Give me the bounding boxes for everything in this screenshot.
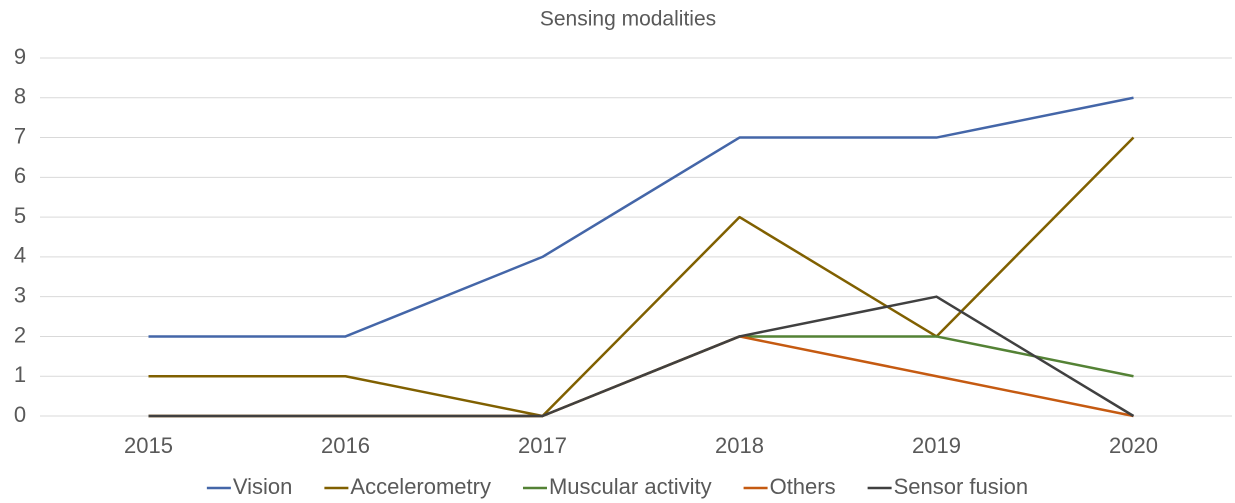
y-tick-label: 9	[14, 44, 26, 69]
y-tick-label: 0	[14, 402, 26, 427]
x-tick-label: 2015	[124, 433, 173, 458]
x-tick-label: 2018	[715, 433, 764, 458]
y-tick-label: 4	[14, 243, 26, 268]
chart-title: Sensing modalities	[540, 8, 716, 31]
series-line	[148, 96, 1134, 338]
y-tick-label: 5	[14, 203, 26, 228]
x-tick-label: 2016	[321, 433, 370, 458]
legend-label: Muscular activity	[549, 474, 712, 499]
x-tick-label: 2020	[1109, 433, 1158, 458]
y-tick-label: 6	[14, 163, 26, 188]
x-tick-label: 2017	[518, 433, 567, 458]
legend-label: Vision	[233, 474, 293, 499]
y-tick-label: 1	[14, 362, 26, 387]
series-line	[148, 295, 1135, 418]
y-tick-label: 7	[14, 123, 26, 148]
legend-label: Sensor fusion	[894, 474, 1029, 499]
y-tick-label: 2	[14, 322, 26, 347]
y-tick-label: 8	[14, 84, 26, 109]
series-line	[148, 136, 1135, 418]
legend-label: Others	[770, 474, 836, 499]
x-tick-label: 2019	[912, 433, 961, 458]
legend-label: Accelerometry	[350, 474, 491, 499]
y-tick-label: 3	[14, 282, 26, 307]
